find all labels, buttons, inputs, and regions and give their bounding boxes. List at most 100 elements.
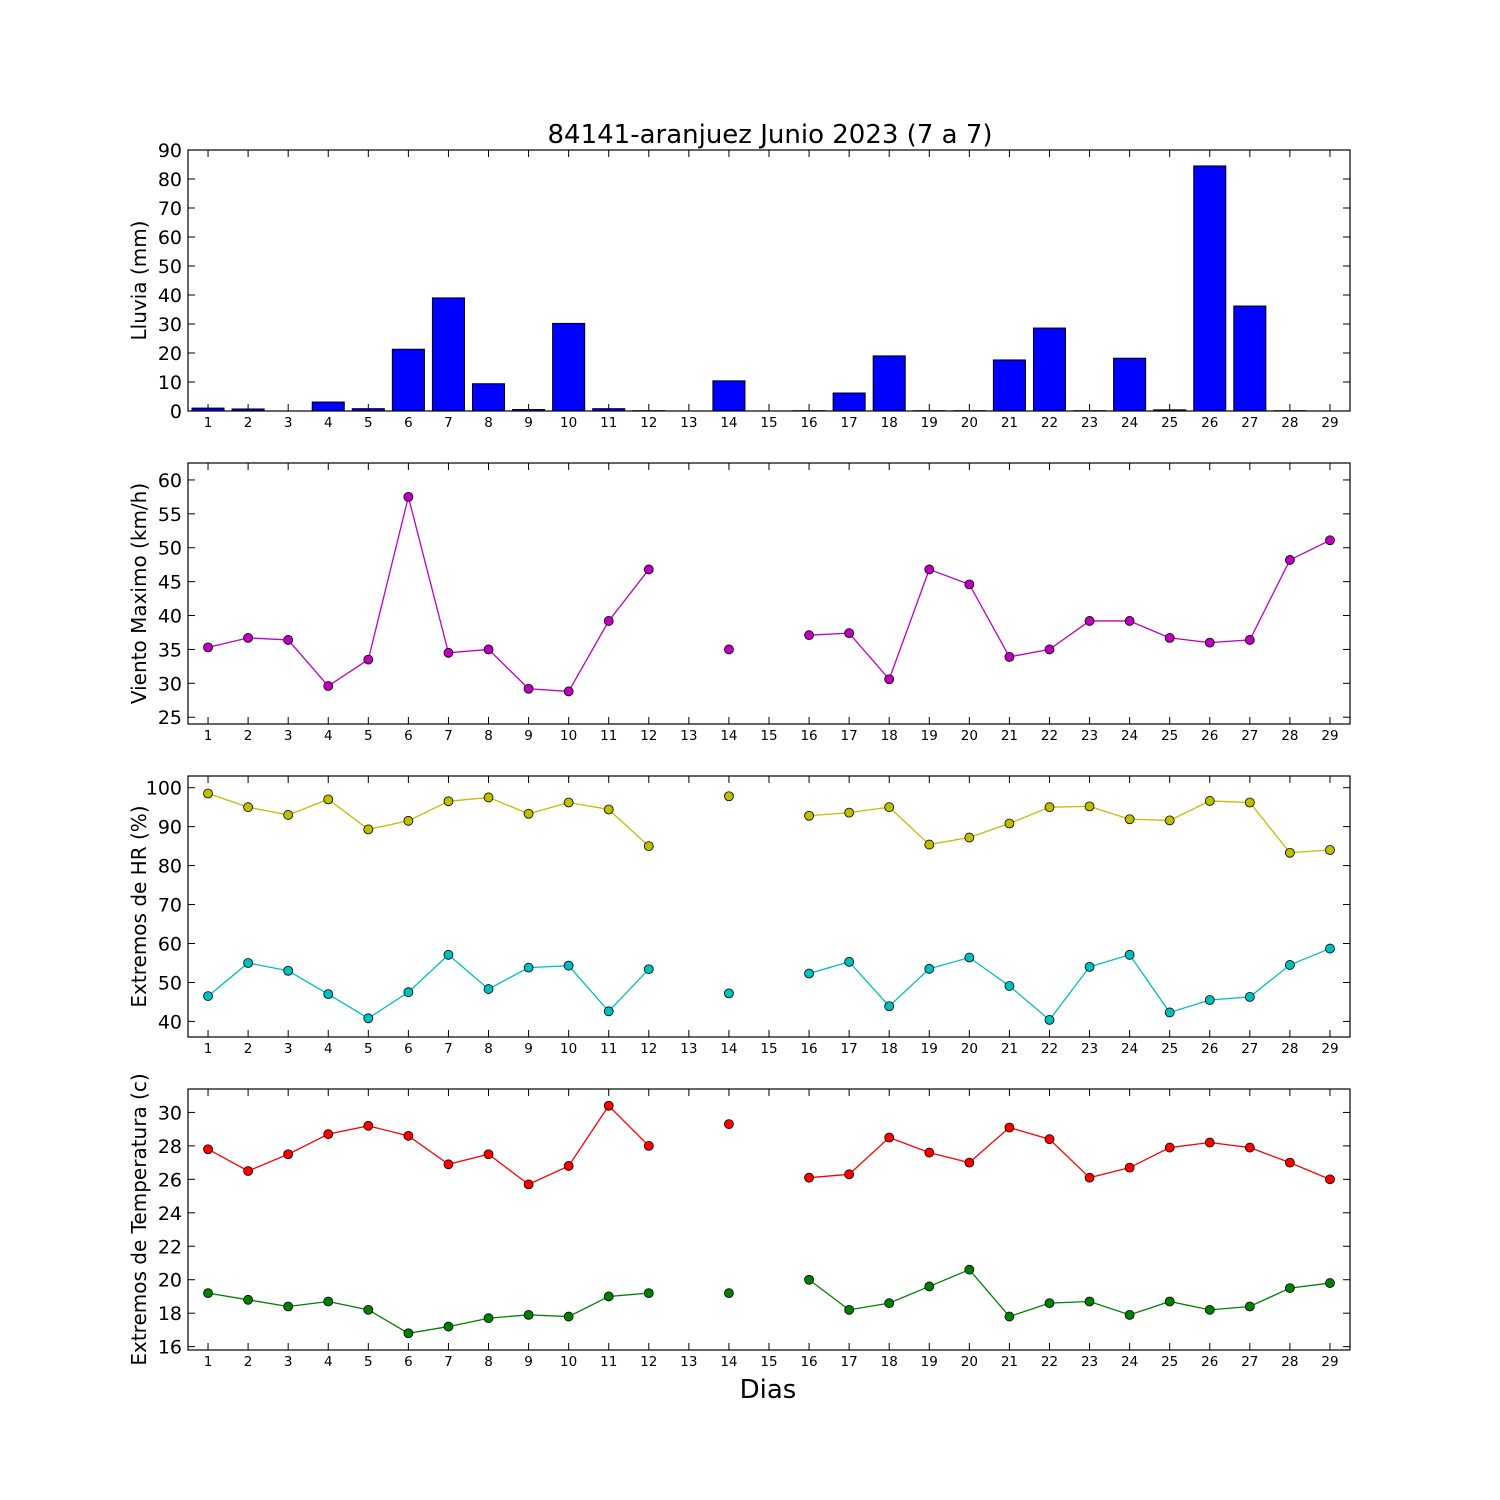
data-point (563, 1161, 574, 1171)
x-tick-label: 1 (204, 1041, 213, 1057)
data-point (1044, 802, 1055, 813)
x-tick-label: 14 (720, 415, 737, 431)
x-tick-label: 16 (800, 728, 817, 744)
x-tick-label: 28 (1281, 415, 1298, 431)
y-tick-label: 30 (158, 314, 182, 336)
x-tick-label: 3 (284, 1041, 293, 1057)
data-point (443, 1159, 454, 1170)
data-point (724, 988, 734, 999)
x-tick-label: 22 (1041, 415, 1058, 431)
x-tick-label: 20 (961, 728, 978, 744)
data-point (964, 1157, 975, 1168)
bar (471, 383, 506, 412)
data-point (603, 1291, 614, 1302)
x-tick-label: 27 (1241, 728, 1258, 744)
x-tick-label: 16 (800, 415, 817, 431)
data-point (1044, 1014, 1055, 1025)
x-tick-label: 16 (800, 1354, 817, 1370)
panel-frame (187, 1088, 1351, 1351)
bar (552, 322, 586, 412)
data-point (363, 654, 374, 665)
x-tick-label: 19 (921, 728, 938, 744)
x-tick-label: 26 (1201, 1041, 1218, 1057)
x-tick-label: 17 (841, 728, 858, 744)
y-tick-label: 24 (158, 1203, 182, 1225)
y-tick-label: 40 (158, 285, 182, 307)
x-tick-label: 23 (1081, 1354, 1098, 1370)
x-tick-label: 20 (961, 1354, 978, 1370)
x-tick-label: 20 (961, 415, 978, 431)
x-tick-label: 17 (841, 1041, 858, 1057)
series-line (207, 953, 650, 1020)
x-tick-label: 6 (404, 415, 413, 431)
data-point (363, 824, 374, 835)
y-tick-label: 28 (158, 1136, 182, 1158)
data-point (884, 802, 895, 813)
x-tick-label: 14 (720, 1354, 737, 1370)
y-tick-label: 26 (158, 1169, 182, 1191)
y-tick-label: 22 (158, 1236, 182, 1258)
x-tick-label: 1 (204, 415, 213, 431)
x-tick-label: 11 (600, 728, 617, 744)
data-point (1244, 635, 1255, 645)
x-tick-label: 2 (244, 1041, 253, 1057)
data-point (203, 642, 213, 653)
data-point (804, 810, 814, 821)
y-tick-label: 50 (158, 256, 182, 278)
panel-frame (187, 775, 1351, 1038)
x-tick-label: 2 (244, 728, 253, 744)
data-point (964, 579, 975, 590)
data-point (1084, 801, 1095, 812)
data-point (804, 1172, 814, 1183)
data-point (443, 949, 454, 960)
y-axis-label: Lluvia (mm) (127, 221, 151, 341)
x-tick-label: 19 (921, 415, 938, 431)
y-tick-label: 40 (158, 1011, 182, 1033)
x-tick-label: 25 (1161, 1354, 1178, 1370)
data-point (203, 1144, 213, 1155)
x-tick-label: 12 (640, 415, 657, 431)
data-point (523, 1179, 534, 1190)
panel-frame (187, 462, 1351, 725)
y-tick-label: 55 (158, 504, 182, 526)
x-axis-label: Dias (740, 1375, 797, 1405)
bar (351, 408, 385, 412)
data-point (323, 989, 334, 1000)
data-point (884, 1298, 895, 1309)
data-point (1204, 1137, 1215, 1148)
x-tick-label: 9 (524, 728, 533, 744)
data-point (1044, 644, 1055, 655)
x-tick-label: 5 (364, 728, 373, 744)
data-point (1124, 949, 1135, 960)
x-tick-label: 6 (404, 1354, 413, 1370)
data-point (203, 788, 213, 799)
data-point (1004, 981, 1015, 991)
y-axis-label: Extremos de Temperatura (c) (127, 1073, 151, 1365)
series-line (809, 539, 1331, 681)
bar (311, 401, 345, 412)
x-tick-label: 23 (1081, 1041, 1098, 1057)
bar (431, 297, 465, 412)
x-tick-label: 11 (600, 1354, 617, 1370)
x-tick-label: 29 (1321, 1041, 1338, 1057)
x-tick-label: 29 (1321, 1354, 1338, 1370)
bar (832, 392, 866, 412)
data-point (323, 681, 334, 691)
x-tick-label: 11 (600, 1041, 617, 1057)
data-point (1325, 1278, 1335, 1288)
x-tick-label: 25 (1161, 728, 1178, 744)
data-point (724, 1288, 734, 1299)
data-point (363, 1304, 374, 1315)
x-tick-label: 12 (640, 728, 657, 744)
data-point (1244, 1142, 1255, 1153)
data-point (363, 1120, 374, 1131)
data-point (1004, 651, 1015, 662)
data-point (804, 630, 814, 641)
x-tick-label: 15 (760, 728, 777, 744)
data-point (1325, 535, 1335, 546)
x-tick-label: 13 (680, 1041, 697, 1057)
data-point (1204, 1304, 1215, 1315)
x-tick-label: 8 (484, 728, 493, 744)
